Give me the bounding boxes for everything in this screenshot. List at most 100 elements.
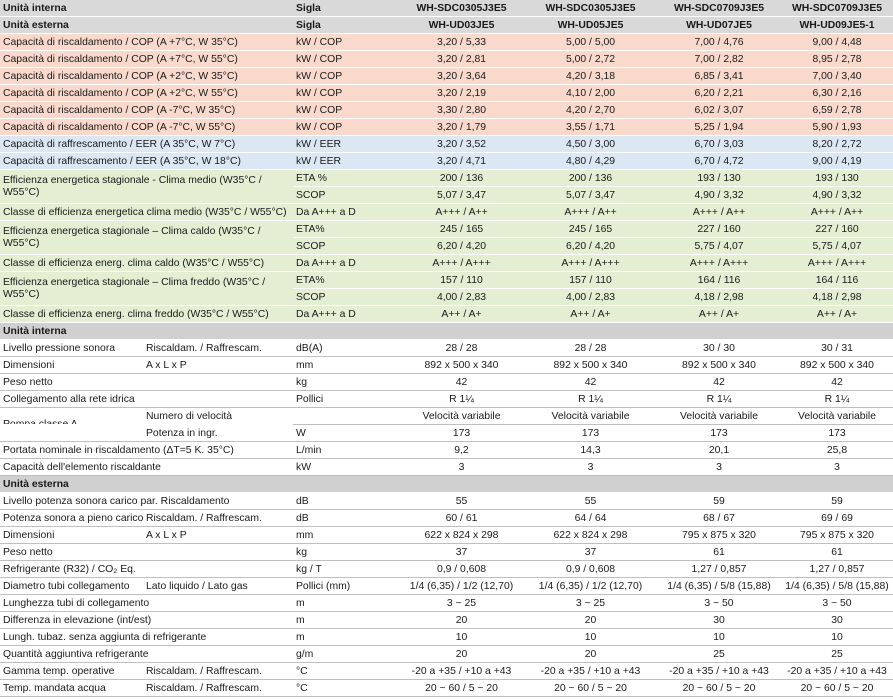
row-unit: kW / COP (293, 118, 399, 136)
value-cell: 69 / 69 (781, 509, 893, 527)
value-cell: 8,20 / 2,72 (781, 135, 893, 153)
row-label: Capacità di riscaldamento / COP (A +7°C,… (0, 33, 293, 51)
row-unit: m (293, 594, 399, 612)
value-cell: 173 (781, 424, 893, 442)
value-cell: 245 / 165 (524, 220, 657, 238)
value-cell: 55 (399, 492, 524, 510)
value-cell: 200 / 136 (399, 169, 524, 187)
outdoor-row: Temp. mandata acqua Riscaldam. / Raffresc… (0, 679, 893, 697)
value-cell: 25 (781, 645, 893, 663)
efficiency-row: SCOP 5,07 / 3,47 5,07 / 3,47 4,90 / 3,32 4,9… (0, 186, 893, 204)
row-unit: SCOP (293, 237, 399, 255)
row-label: Capacità dell'elemento riscaldante (0, 458, 293, 476)
heating-row: Capacità di riscaldamento / COP (A +2°C,… (0, 67, 893, 85)
value-cell: 20 ~ 60 / 5 ~ 20 (781, 679, 893, 697)
efficiency-row: Efficienza energetica stagionale – Clima… (0, 271, 893, 306)
row-unit: Pollici (293, 390, 399, 408)
row-label: Differenza in elevazione (int/est) (0, 611, 293, 629)
value-cell: 37 (399, 543, 524, 561)
efficiency-row: SCOP 4,00 / 2,83 4,00 / 2,83 4,18 / 2,98 4,1… (0, 288, 893, 306)
value-cell: A+++ / A+++ (657, 254, 781, 272)
row-unit: dB (293, 492, 399, 510)
value-cell: 59 (657, 492, 781, 510)
cooling-row: Capacità di raffrescamento / EER (A 35°C… (0, 135, 893, 153)
value-cell: 3,20 / 1,79 (399, 118, 524, 136)
value-cell: 245 / 165 (399, 220, 524, 238)
value-cell: 3,20 / 3,52 (399, 135, 524, 153)
value-cell: 20 ~ 60 / 5 ~ 20 (657, 679, 781, 697)
value-cell: -20 a +35 / +10 a +43 (524, 662, 657, 680)
row-label: Gamma temp. operative Riscaldam. / Raffre… (0, 662, 293, 680)
value-cell: R 1¼ (781, 390, 893, 408)
value-cell: 622 x 824 x 298 (524, 526, 657, 544)
row-label: Quantità aggiuntiva refrigerante (0, 645, 293, 663)
row-unit: kW / COP (293, 33, 399, 51)
value-cell: A+++ / A++ (399, 203, 524, 221)
value-cell: 1/4 (6,35) / 5/8 (15,88) (657, 577, 781, 595)
row-label-main: Dimensioni (3, 359, 55, 371)
heating-row: Capacità di riscaldamento / COP (A +7°C,… (0, 50, 893, 68)
model-name: WH-UD05JE5 (524, 16, 657, 34)
value-cell: 3 ~ 50 (781, 594, 893, 612)
row-unit: kW (293, 458, 399, 476)
row-label-main: Potenza sonora a pieno carico (3, 512, 144, 524)
row-label: Capacità di raffrescamento / EER (A 35°C… (0, 135, 293, 153)
value-cell: 3 ~ 25 (524, 594, 657, 612)
pump-row: Potenza in ingr. W 173 173 173 173 (0, 424, 893, 442)
header-row: Unità interna Sigla WH-SDC0305J3E5 WH-SDC03… (0, 0, 893, 17)
row-label: Refrigerante (R32) / CO₂ Eq. (0, 560, 293, 578)
row-unit: Pollici (mm) (293, 577, 399, 595)
value-cell: 193 / 130 (781, 169, 893, 187)
value-cell: 1/4 (6,35) / 5/8 (15,88) (781, 577, 893, 595)
value-cell: Velocità variabile (781, 407, 893, 425)
value-cell: 164 / 116 (781, 271, 893, 289)
indoor-row: Portata nominale in riscaldamento (ΔT=5 … (0, 441, 893, 459)
outdoor-row: Differenza in elevazione (int/est) m 20 20 3… (0, 611, 893, 629)
row-unit: Da A+++ a D (293, 305, 399, 323)
value-cell: 8,95 / 2,78 (781, 50, 893, 68)
model-name: WH-SDC0305J3E5 (399, 0, 524, 17)
efficiency-class-row: Classe di efficienza energetica clima me… (0, 203, 893, 221)
row-label: Temp. mandata acqua Riscaldam. / Raffresc… (0, 679, 293, 697)
value-cell: 6,02 / 3,07 (657, 101, 781, 119)
row-label: Capacità di riscaldamento / COP (A +2°C,… (0, 84, 293, 102)
value-cell: A++ / A+ (399, 305, 524, 323)
value-cell: A+++ / A++ (524, 203, 657, 221)
row-label-main: Diametro tubi collegamento (3, 580, 130, 592)
row-unit: kW / EER (293, 152, 399, 170)
row-label: Lunghezza tubi di collegamento (0, 594, 293, 612)
value-cell: 200 / 136 (524, 169, 657, 187)
value-cell: 25,8 (781, 441, 893, 459)
value-cell: 4,50 / 3,00 (524, 135, 657, 153)
efficiency-row: SCOP 6,20 / 4,20 6,20 / 4,20 5,75 / 4,07 5,7… (0, 237, 893, 255)
heating-row: Capacità di riscaldamento / COP (A -7°C,… (0, 118, 893, 136)
header-sigla: Sigla (293, 16, 399, 34)
efficiency-row: Efficienza energetica stagionale - Clima… (0, 169, 893, 204)
value-cell: 20 (524, 611, 657, 629)
row-unit: ETA% (293, 220, 399, 238)
outdoor-row: Livello potenza sonora carico par. Risca… (0, 492, 893, 510)
row-unit: dB(A) (293, 339, 399, 357)
outdoor-row: Refrigerante (R32) / CO₂ Eq. kg / T 0,9 / … (0, 560, 893, 578)
row-unit: m (293, 628, 399, 646)
value-cell: 5,75 / 4,07 (781, 237, 893, 255)
value-cell: 5,00 / 2,72 (524, 50, 657, 68)
value-cell: A+++ / A+++ (399, 254, 524, 272)
row-label-main: Livello pressione sonora (3, 342, 116, 354)
value-cell: 157 / 110 (524, 271, 657, 289)
value-cell: 4,10 / 2,00 (524, 84, 657, 102)
pump-row: Pompa classe A Numero di velocità Velocità… (0, 407, 893, 425)
row-label: Livello pressione sonora Riscaldam. / Raf… (0, 339, 293, 357)
value-cell: 4,18 / 2,98 (657, 288, 781, 306)
value-cell: 6,85 / 3,41 (657, 67, 781, 85)
row-label: Capacità di riscaldamento / COP (A +2°C,… (0, 67, 293, 85)
row-label-group: Dimensioni A x L x P (3, 359, 290, 372)
row-label: Efficienza energetica stagionale - Clima… (0, 169, 293, 204)
value-cell: 30 / 31 (781, 339, 893, 357)
row-label-main: Gamma temp. operative (3, 665, 115, 677)
value-cell: 3 ~ 50 (657, 594, 781, 612)
indoor-row: Livello pressione sonora Riscaldam. / Raf… (0, 339, 893, 357)
value-cell: 10 (399, 628, 524, 646)
value-cell: 20,1 (657, 441, 781, 459)
